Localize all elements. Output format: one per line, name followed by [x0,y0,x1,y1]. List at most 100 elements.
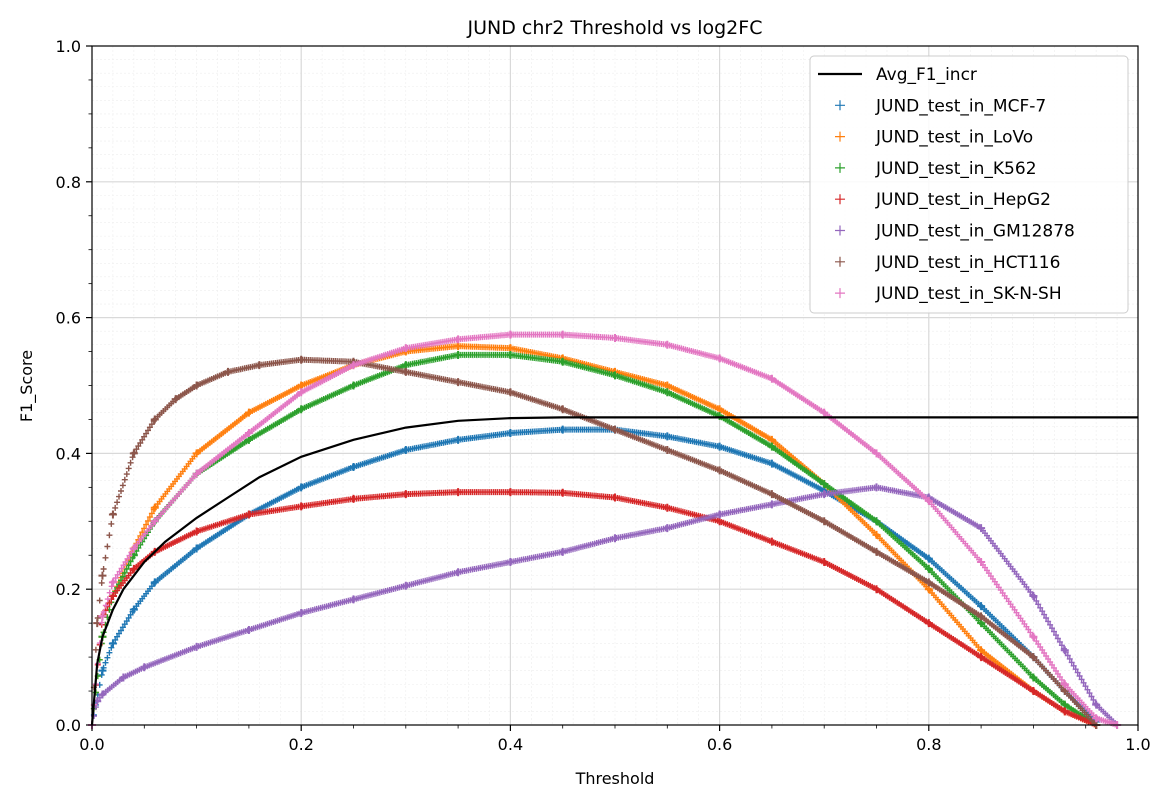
data-point [767,537,776,546]
data-point [558,330,567,339]
data-point [663,388,672,397]
data-point [1029,687,1038,696]
data-point [715,412,724,421]
data-point [401,490,410,499]
data-point [767,500,776,509]
data-point [611,534,619,543]
data-point [506,488,515,497]
data-point [715,354,724,363]
data-point [663,524,672,533]
data-point [506,429,515,438]
chart-title: JUND chr2 Threshold vs log2FC [467,17,763,39]
data-point [401,581,410,590]
data-point [349,381,358,390]
data-point [454,342,463,351]
data-point [558,405,567,414]
data-point [820,517,829,526]
data-point [872,483,881,492]
data-point [192,449,201,458]
data-point [558,357,567,366]
data-point [454,335,463,344]
data-point [663,503,672,512]
data-point [349,462,358,471]
series-markers-jund-test-in-gm12878 [88,483,1122,729]
series-layer [88,330,1138,729]
data-point [715,405,724,414]
data-point [98,571,107,580]
legend-swatch-jund-test-in-sk-n-sh [835,288,845,299]
legend-swatch-jund-test-in-k562 [835,162,845,173]
x-tick-label: 0.6 [707,735,732,754]
data-point [1092,714,1101,723]
data-point [611,425,619,434]
data-point [767,374,776,383]
data-point [506,350,515,359]
data-point [244,510,253,519]
series-markers-jund-test-in-sk-n-sh [88,330,1122,729]
data-point [171,395,180,404]
data-point [1060,680,1069,689]
data-point [506,344,515,353]
data-point [663,446,672,455]
legend-swatch-jund-test-in-gm12878 [835,225,845,236]
data-point [1060,687,1069,696]
y-tick-label: 0.6 [56,309,81,328]
data-point [454,488,463,497]
data-point [454,350,463,359]
data-point [192,642,201,651]
data-point [129,544,138,553]
data-point [108,591,117,600]
data-point [349,494,358,503]
data-point [1092,700,1101,709]
data-point [192,469,201,478]
legend-label-jund-test-in-mcf-7: JUND_test_in_MCF-7 [875,96,1046,116]
data-point [872,517,881,526]
data-point [924,619,933,628]
data-point [150,415,159,424]
data-point [663,340,672,349]
y-axis: 0.0 0.2 0.4 0.6 0.8 1.0 [56,37,92,735]
y-axis-label: F1_Score [17,350,37,422]
data-point [1060,646,1069,655]
data-point [108,639,117,648]
data-point [401,361,410,370]
legend-swatch-jund-test-in-hct116 [835,256,845,267]
data-point [506,558,515,567]
data-point [977,653,986,662]
data-point [924,554,933,563]
x-axis-label: Threshold [575,769,655,788]
data-point [129,449,138,458]
legend-label-jund-test-in-lovo: JUND_test_in_LoVo [875,128,1033,148]
data-point [1029,653,1038,662]
data-point [1029,673,1038,682]
data-point [715,517,724,526]
data-point [977,612,986,621]
data-point [820,408,829,417]
x-tick-label: 0.8 [916,735,941,754]
data-point [108,578,117,587]
x-tick-label: 1.0 [1125,735,1150,754]
data-point [244,408,253,417]
data-point [297,381,306,390]
x-tick-label: 0.0 [79,735,104,754]
data-point [454,435,463,444]
y-tick-label: 0.8 [56,173,81,192]
data-point [820,490,829,499]
y-tick-label: 0.2 [56,580,81,599]
data-point [108,510,117,519]
data-point [244,625,253,634]
data-point [715,510,724,519]
data-point [297,483,306,492]
data-point [349,595,358,604]
y-tick-label: 0.0 [56,716,81,735]
data-point [223,367,232,376]
data-point [611,493,619,502]
data-point [715,466,724,475]
data-point [715,442,724,451]
data-point [663,381,672,390]
x-tick-label: 0.2 [288,735,313,754]
data-point [558,547,567,556]
data-point [767,459,776,468]
legend-swatch-jund-test-in-lovo [835,131,845,142]
data-point [977,619,986,628]
